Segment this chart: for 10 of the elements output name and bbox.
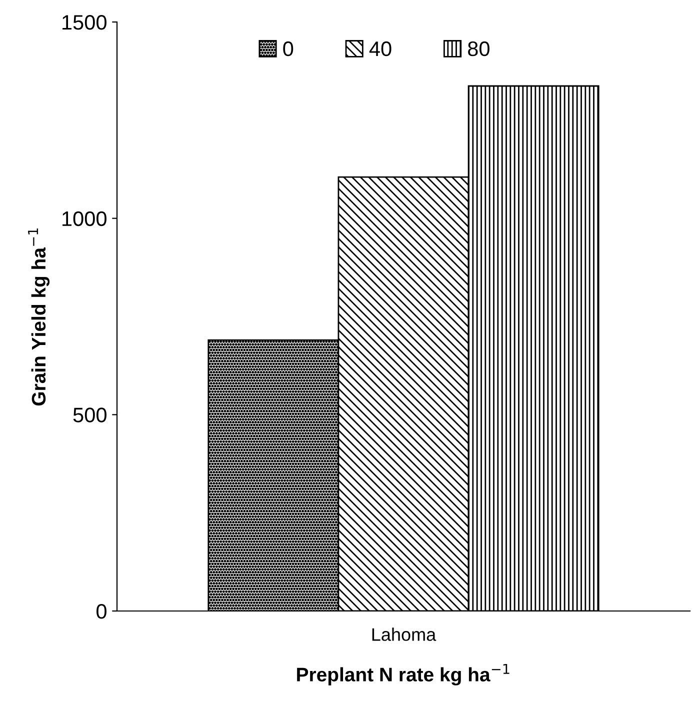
x-tick-label: Lahoma [372,628,436,641]
y-tick-label: 1500 [62,15,106,30]
y-tick-label: 1000 [62,211,106,226]
y-tick-label: 0 [96,604,106,619]
y-axis-title: Grain Yield kg ha$^{−1}$ [28,228,50,406]
legend-label: 0 [283,41,294,56]
x-axis-title: Preplant N rate kg ha$^{−1}$ [297,664,510,686]
legend-label: 40 [369,41,392,56]
y-tick-label: 500 [73,408,106,422]
legend-label: 80 [468,41,490,56]
